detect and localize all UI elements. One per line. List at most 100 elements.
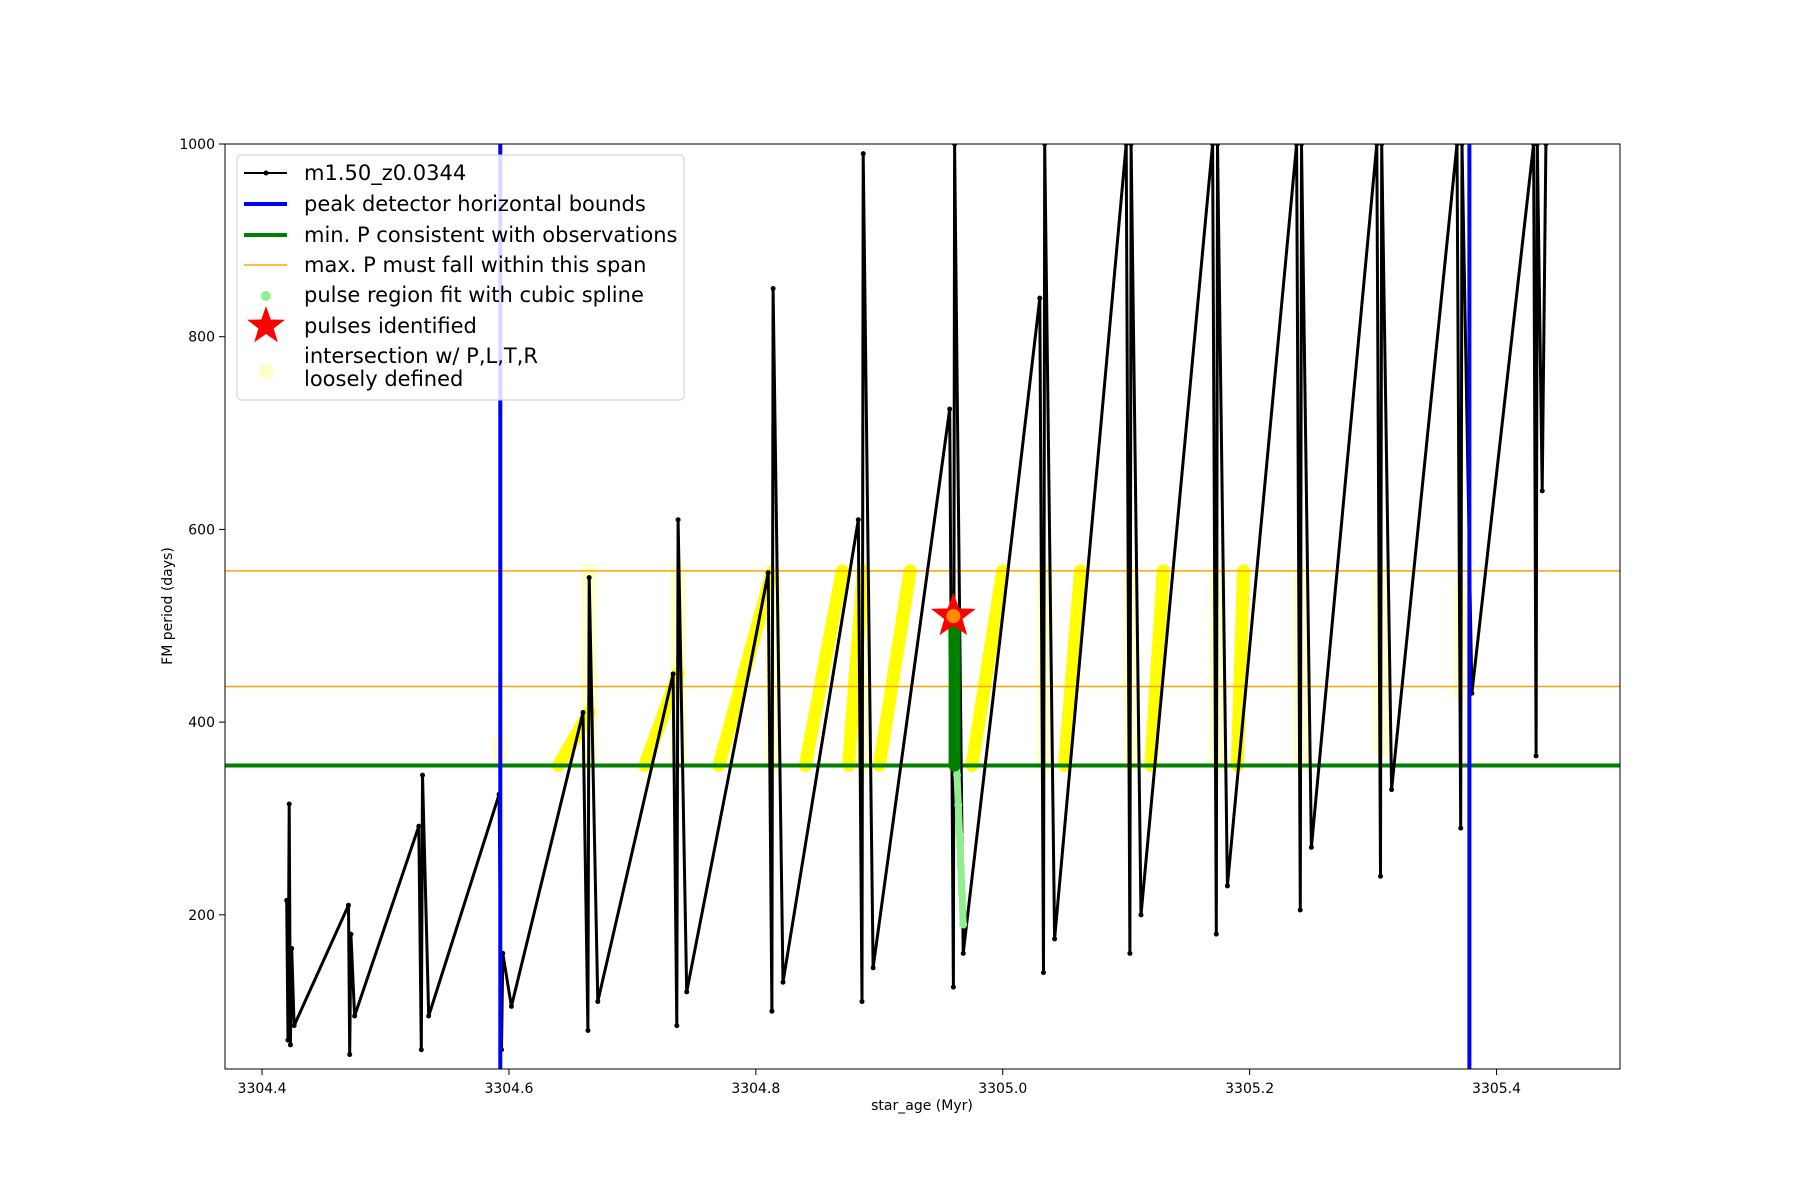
- legend-handle-pulse: [247, 306, 285, 343]
- track-point: [1210, 144, 1216, 147]
- track-point: [1215, 144, 1221, 147]
- legend-label: min. P consistent with observations: [304, 223, 677, 247]
- intersection-segment: [965, 564, 1010, 772]
- track-point: [1543, 144, 1549, 147]
- intersection-segment: [798, 564, 849, 772]
- track-point: [347, 1052, 353, 1058]
- legend-label: intersection w/ P,L,T,R: [304, 344, 538, 368]
- track-point: [1213, 931, 1219, 937]
- track-point: [670, 671, 676, 677]
- track-point: [1374, 144, 1380, 147]
- legend-box: [236, 154, 685, 401]
- track-point: [1459, 144, 1465, 147]
- track-point: [352, 1013, 358, 1019]
- track-point: [1138, 912, 1144, 918]
- track-point: [1298, 144, 1304, 147]
- legend-handle-intersection: [258, 363, 274, 379]
- track-point: [960, 950, 966, 956]
- track-point: [1037, 295, 1043, 301]
- track-point: [1294, 144, 1300, 147]
- track-point: [765, 570, 771, 576]
- spline-point: [955, 830, 964, 839]
- track-point: [1534, 144, 1540, 147]
- legend-handle-track-marker: [263, 170, 269, 176]
- track-point: [285, 1037, 291, 1043]
- x-tick-label: 3304.8: [731, 1081, 780, 1097]
- track-point: [870, 965, 876, 971]
- track-point: [1123, 144, 1129, 147]
- track-point: [1458, 825, 1464, 831]
- track-point: [1389, 787, 1395, 793]
- track-point: [674, 1023, 680, 1029]
- legend-label: loosely defined: [304, 367, 463, 391]
- track-point: [770, 286, 776, 292]
- track-point: [1127, 950, 1133, 956]
- intersection-segment: [872, 564, 917, 772]
- track-point: [1297, 907, 1303, 913]
- track-point: [947, 406, 953, 412]
- y-tick-label: 1000: [179, 137, 215, 153]
- track-point: [289, 946, 295, 952]
- track-point: [586, 575, 592, 581]
- track-point: [1040, 970, 1046, 976]
- track-point: [859, 999, 865, 1005]
- track-point: [286, 801, 292, 807]
- track-point: [284, 897, 290, 903]
- x-tick-label: 3304.6: [484, 1081, 533, 1097]
- legend-label: m1.50_z0.0344: [304, 161, 466, 186]
- intersection-segment: [1144, 564, 1170, 772]
- y-tick-label: 200: [188, 908, 215, 924]
- spline-point: [953, 771, 962, 780]
- x-tick-label: 3304.4: [238, 1081, 287, 1097]
- intersection-segment: [1230, 564, 1250, 772]
- track-point: [1052, 936, 1058, 942]
- intersection-segment: [841, 564, 870, 772]
- intersection-segment: [1057, 564, 1088, 772]
- spline-point: [958, 890, 967, 899]
- track-point: [1531, 144, 1537, 147]
- track-point: [418, 1047, 424, 1053]
- track-point: [595, 999, 601, 1005]
- track-point: [1224, 883, 1230, 889]
- x-tick-label: 3305.4: [1472, 1081, 1521, 1097]
- spline-point: [956, 860, 965, 869]
- track-point: [291, 1023, 297, 1029]
- track-point: [585, 1027, 591, 1033]
- track-point: [508, 1003, 514, 1009]
- spline-point: [959, 920, 968, 929]
- track-point: [287, 1042, 293, 1048]
- y-tick-label: 600: [188, 522, 215, 538]
- x-tick-label: 3305.2: [1225, 1081, 1274, 1097]
- spline-point: [954, 800, 963, 809]
- track-point: [855, 517, 861, 523]
- y-tick-label: 800: [188, 330, 215, 346]
- pulse-marker-center: [946, 609, 961, 624]
- track-point: [580, 709, 586, 715]
- legend-label: pulses identified: [304, 314, 477, 338]
- track-point: [684, 989, 690, 995]
- legend-handle-spline: [261, 291, 271, 301]
- x-tick-label: 3305.0: [978, 1081, 1027, 1097]
- track-point: [345, 902, 351, 908]
- y-axis-label: FM period (days): [160, 547, 176, 665]
- track-point: [1042, 144, 1048, 147]
- legend-label: peak detector horizontal bounds: [304, 192, 646, 216]
- track-point: [416, 823, 422, 829]
- legend-label: pulse region fit with cubic spline: [304, 283, 644, 307]
- track-point: [348, 931, 354, 937]
- x-axis-label: star_age (Myr): [871, 1098, 973, 1114]
- track-point: [1308, 844, 1314, 850]
- track-point: [1378, 873, 1384, 879]
- plot-frame: [224, 143, 1621, 1070]
- track-point: [1539, 488, 1545, 494]
- axes: 3304.4 3304.6 3304.8 3305.0 3305.2 3305.4 200 4…: [179, 137, 1521, 1097]
- track-point: [1533, 753, 1539, 759]
- track-point: [952, 144, 958, 147]
- track-point: [780, 979, 786, 985]
- track-point: [950, 984, 956, 990]
- plot-area: [225, 144, 1620, 1069]
- track-point: [1379, 144, 1385, 147]
- track-point: [426, 1013, 432, 1019]
